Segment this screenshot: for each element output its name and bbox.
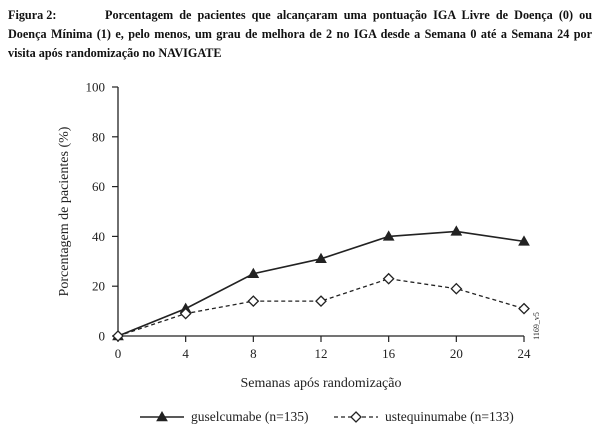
- y-axis-title: Porcentagem de pacientes (%): [57, 126, 72, 296]
- legend-label-1: guselcumabe (n=135): [191, 409, 308, 424]
- data-point-series-2: [315, 295, 327, 308]
- y-tick-label: 40: [92, 229, 105, 244]
- chart-legend: guselcumabe (n=135) ustequinumabe (n=133): [140, 409, 514, 424]
- y-tick-label: 20: [92, 279, 105, 294]
- data-point-series-2: [112, 330, 124, 342]
- legend-label-2: ustequinumabe (n=133): [385, 409, 514, 424]
- x-tick-label: 24: [518, 346, 532, 361]
- y-tick-label: 100: [86, 80, 106, 95]
- data-point-series-2: [450, 282, 463, 295]
- figure-code: 1169_v5: [532, 312, 541, 340]
- x-axis-title: Semanas após randomização: [241, 376, 402, 391]
- data-point-series-1: [382, 230, 395, 241]
- data-point-series-2: [518, 302, 530, 315]
- data-point-series-2: [382, 272, 395, 285]
- data-point-series-2: [247, 295, 260, 308]
- y-tick-label: 60: [92, 179, 105, 194]
- x-tick-label: 12: [315, 346, 328, 361]
- figure-number: Figura 2:: [8, 8, 57, 22]
- data-point-series-2: [179, 307, 192, 320]
- chart-ticks: 0 20 40 60 80 100 0 4 8 12 16 20 24: [86, 80, 532, 362]
- legend-marker-2: [350, 411, 362, 423]
- x-tick-label: 16: [382, 346, 396, 361]
- data-point-series-1: [315, 252, 327, 264]
- x-tick-label: 20: [450, 346, 463, 361]
- x-tick-label: 8: [250, 346, 257, 361]
- x-tick-label: 4: [182, 346, 189, 361]
- figure-caption-text: Porcentagem de pacientes que alcançaram …: [8, 8, 592, 60]
- x-tick-label: 0: [115, 346, 122, 361]
- figure-caption: Figura 2: Porcentagem de pacientes que al…: [8, 6, 592, 63]
- y-tick-label: 0: [99, 329, 106, 344]
- chart-series: [112, 225, 530, 342]
- series-line-2: [117, 278, 525, 337]
- data-point-series-1: [247, 267, 260, 278]
- y-tick-label: 80: [92, 129, 105, 144]
- data-point-series-1: [450, 225, 463, 236]
- data-point-series-1: [518, 235, 530, 246]
- legend-marker-1: [156, 410, 168, 422]
- series-line-1: [117, 230, 525, 337]
